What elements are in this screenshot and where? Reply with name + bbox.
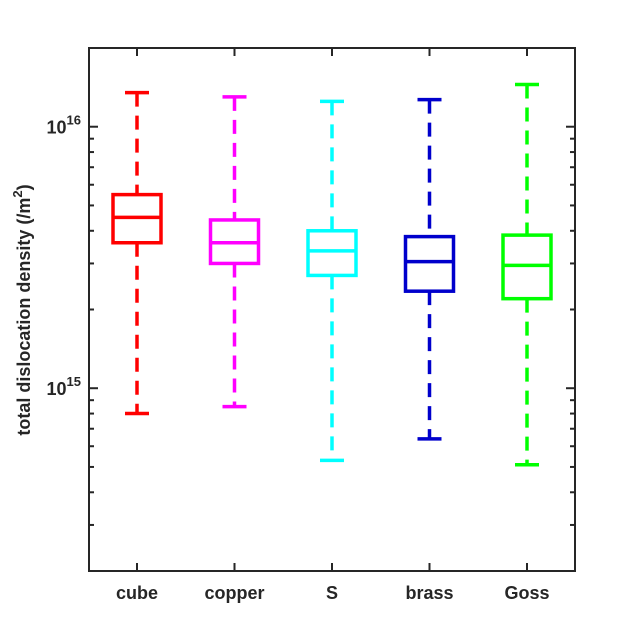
x-tick-label-S: S [326,583,338,603]
y-tick-label-base: 10 [47,118,67,138]
y-axis-label-close: ) [14,184,34,190]
y-tick-label-exponent: 16 [67,113,81,128]
y-tick-label: 1016 [47,113,82,138]
box-cube [111,90,163,416]
y-axis-label-text: total dislocation density (/m [14,198,34,436]
y-axis-label-sup: 2 [10,190,25,197]
iqr-box [403,234,456,293]
plot-area-frame [88,47,576,572]
box-brass [403,97,456,441]
x-tick-label-Goss: Goss [504,583,549,603]
x-tick-label-copper: copper [204,583,264,603]
y-tick-label: 1015 [47,374,82,399]
y-axis-label: total dislocation density (/m2) [10,184,34,435]
x-tick-label-brass: brass [405,583,453,603]
box-S [306,99,358,463]
iqr-box [306,229,358,278]
boxes-layer [111,82,553,467]
x-tick-label-cube: cube [116,583,158,603]
box-copper [208,95,261,409]
y-tick-label-base: 10 [47,379,67,399]
box-Goss [501,82,553,467]
y-tick-label-exponent: 15 [67,374,81,389]
